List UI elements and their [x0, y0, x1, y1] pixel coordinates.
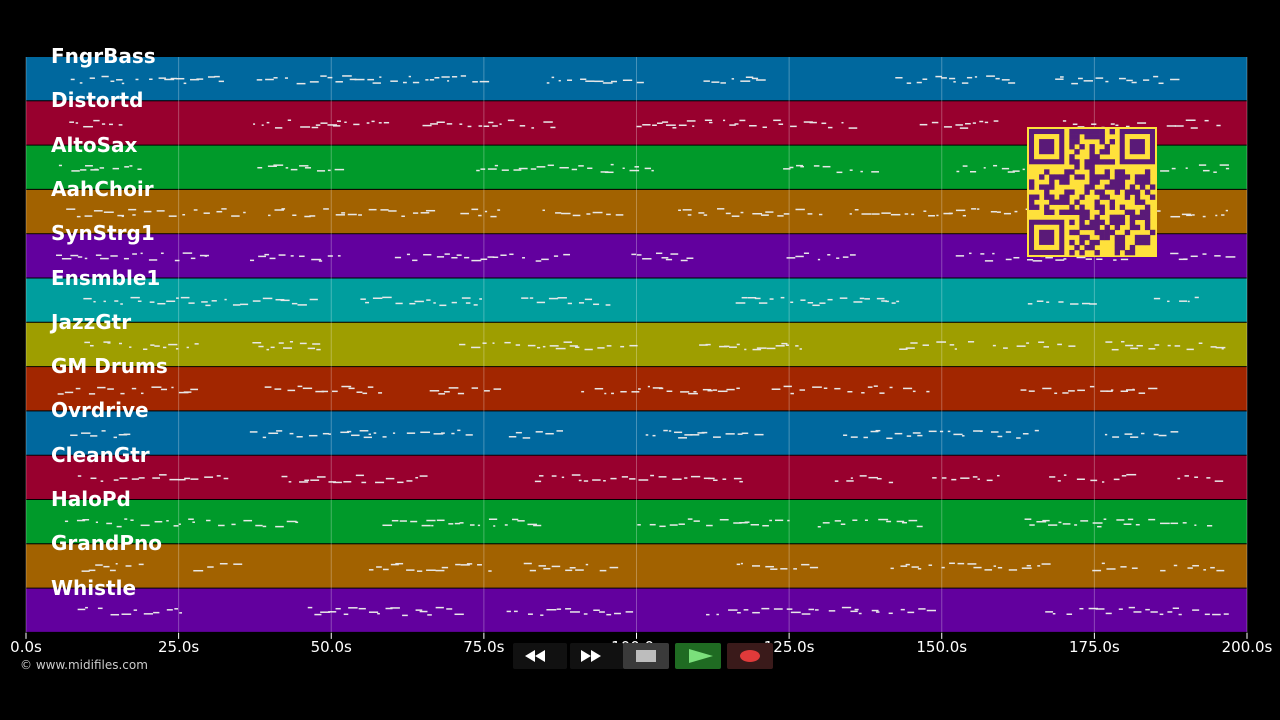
note-pattern — [77, 473, 1224, 484]
time-tick-label: 175.0s — [1068, 638, 1120, 656]
note-pattern — [77, 606, 1229, 617]
track-lane — [26, 367, 1247, 412]
fast-forward-icon — [581, 650, 601, 662]
play-button[interactable] — [675, 643, 721, 669]
track-label: CleanGtr — [51, 442, 150, 467]
note-pattern — [70, 429, 1179, 440]
track-lane — [26, 455, 1247, 500]
track-lane — [26, 278, 1247, 323]
note-pattern — [56, 252, 1236, 262]
track-label: JazzGtr — [51, 309, 132, 334]
time-tick-label: 200.0s — [1221, 638, 1273, 656]
track-label: Ovrdrive — [51, 398, 149, 423]
note-pattern — [83, 296, 1199, 307]
rewind-icon — [525, 650, 545, 662]
rewind-button[interactable] — [513, 643, 567, 669]
track-label: AltoSax — [51, 132, 138, 157]
track-label: GrandPno — [51, 531, 162, 556]
track-label: Distortd — [51, 88, 144, 113]
note-pattern — [81, 562, 1225, 572]
track-label: SynStrg1 — [51, 221, 155, 246]
play-icon — [689, 649, 713, 663]
note-pattern — [84, 340, 1226, 351]
stop-icon — [636, 650, 656, 662]
note-pattern — [57, 385, 1158, 395]
fast-forward-button[interactable] — [570, 643, 624, 669]
time-tick-label: 25.0s — [158, 638, 200, 656]
time-tick-label: 150.0s — [916, 638, 968, 656]
note-pattern — [64, 518, 1213, 528]
qr-code — [1027, 127, 1157, 257]
note-pattern — [70, 75, 1180, 85]
track-lane — [26, 544, 1247, 589]
track-label: FngrBass — [51, 44, 156, 68]
copyright-text: © www.midifiles.com — [20, 658, 148, 672]
track-label: Whistle — [51, 575, 137, 600]
track-label: AahChoir — [51, 176, 154, 201]
time-tick-label: 75.0s — [463, 638, 505, 656]
time-tick-label: 125.0s — [763, 638, 815, 656]
record-icon — [740, 650, 760, 662]
time-tick-label: 50.0s — [310, 638, 352, 656]
track-label: Ensmble1 — [51, 265, 161, 290]
track-label: GM Drums — [51, 354, 168, 379]
track-lane — [26, 588, 1247, 633]
stop-button[interactable] — [623, 643, 669, 669]
note-pattern — [66, 208, 1228, 218]
note-pattern — [69, 119, 1221, 129]
record-button[interactable] — [727, 643, 773, 669]
track-lane — [26, 57, 1247, 102]
time-tick-label: 0.0s — [10, 638, 42, 656]
track-lane — [26, 411, 1247, 456]
track-label: HaloPd — [51, 487, 131, 511]
transport-controls — [510, 643, 773, 669]
